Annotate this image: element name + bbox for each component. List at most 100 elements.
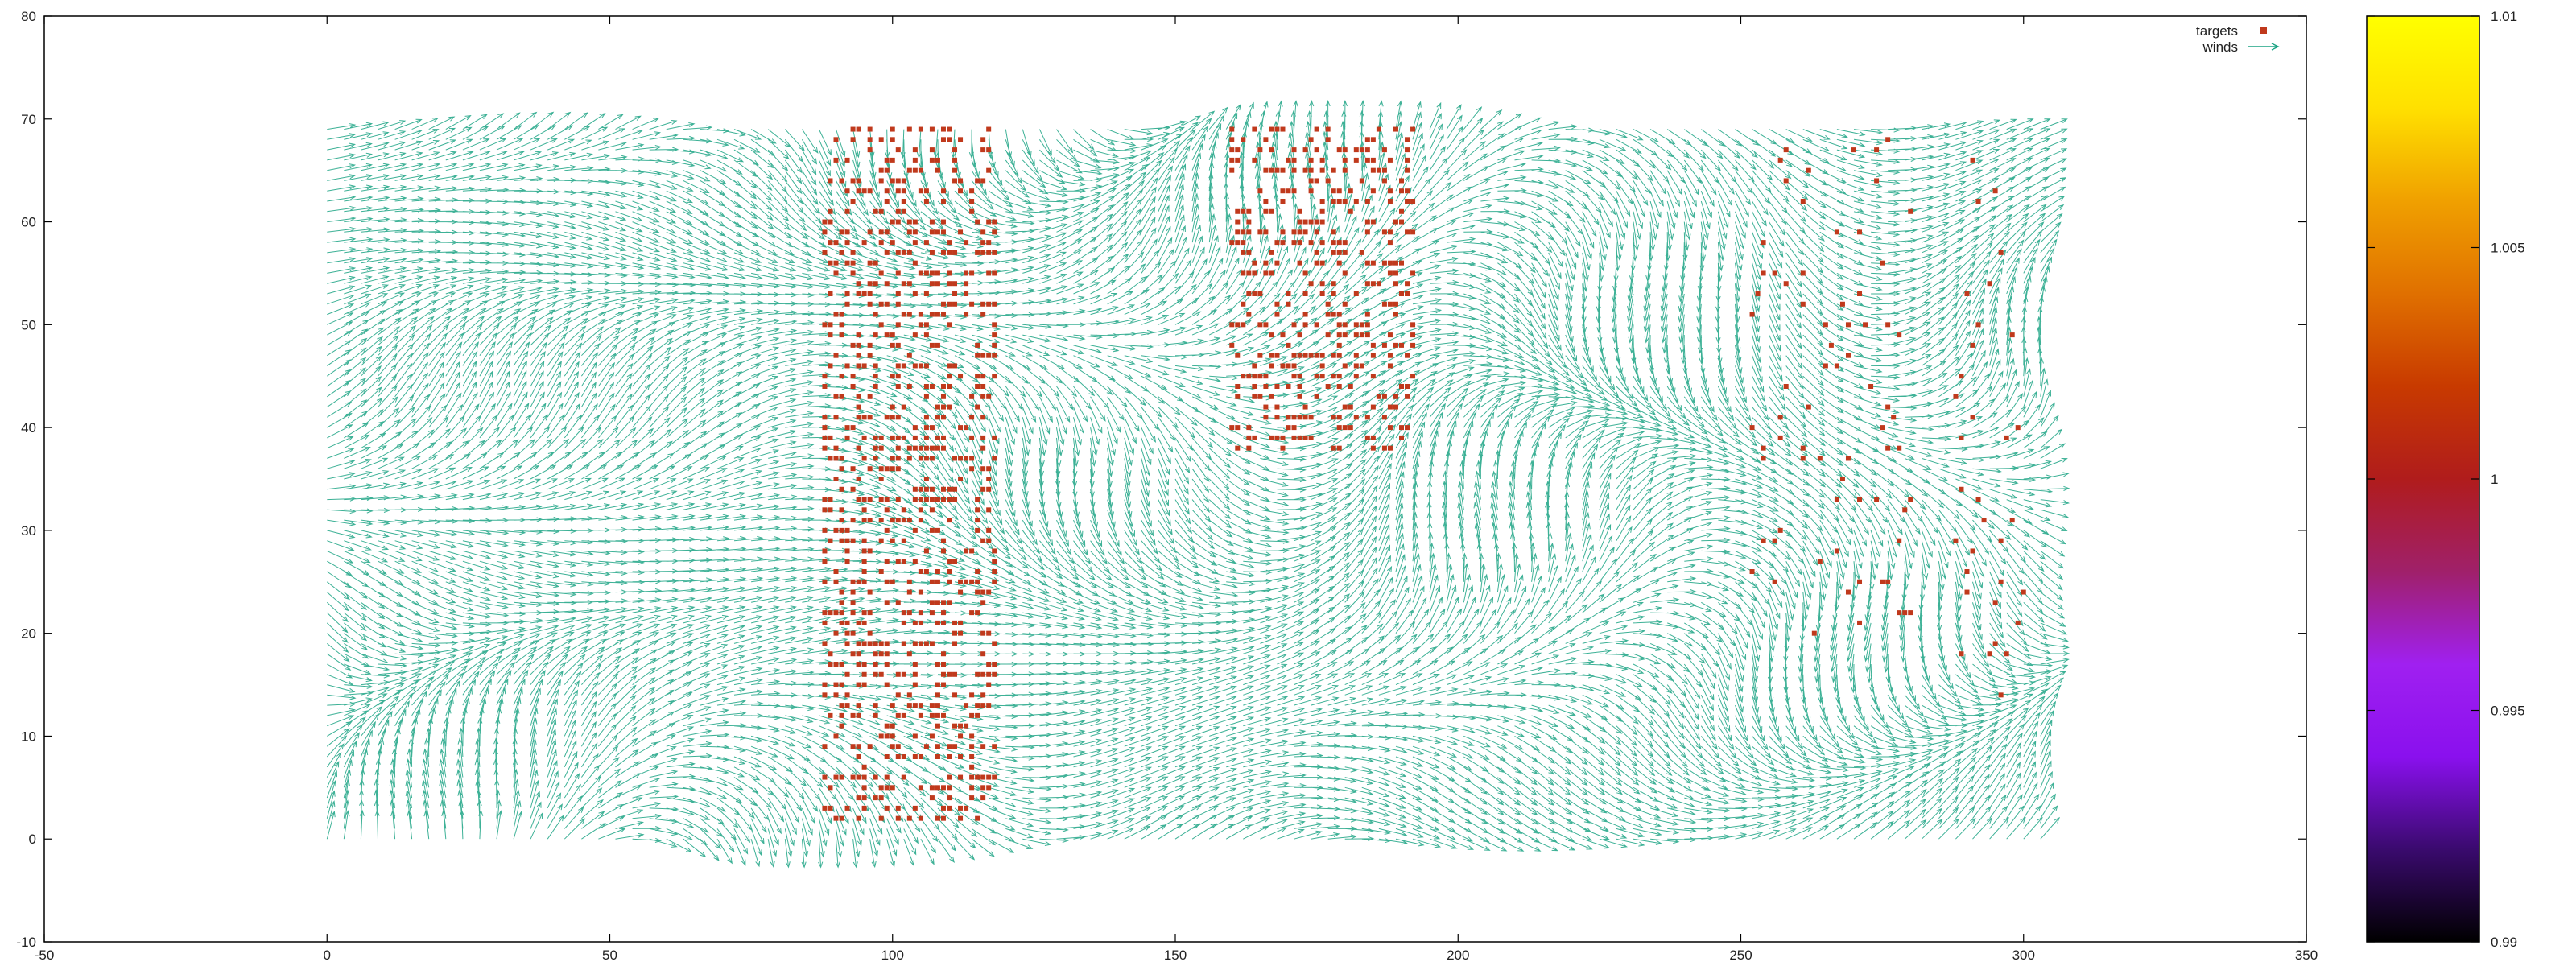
- target-point: [861, 291, 867, 296]
- target-point: [958, 589, 964, 595]
- target-point: [833, 579, 839, 584]
- target-point: [833, 137, 839, 142]
- axes: -50 0 50 100 150 200 250 300 350 -10 0 10 20 30 40 50 60…: [16, 9, 2318, 963]
- target-point: [947, 795, 952, 801]
- colorbar-gradient: [2366, 15, 2480, 943]
- target-point: [1302, 404, 1308, 410]
- target-point: [861, 497, 867, 502]
- wind-arrows: [326, 100, 2070, 869]
- target-point: [1336, 188, 1342, 194]
- target-point: [947, 805, 952, 811]
- target-point: [828, 219, 833, 225]
- target-point: [1975, 497, 1981, 502]
- target-point: [1280, 240, 1286, 246]
- target-point: [923, 445, 929, 451]
- target-point: [1755, 291, 1761, 296]
- target-point: [873, 774, 878, 780]
- target-point: [1342, 240, 1348, 246]
- target-point: [1229, 342, 1235, 348]
- target-point: [906, 353, 912, 358]
- target-point: [1405, 353, 1410, 358]
- target-point: [912, 527, 918, 533]
- target-point: [822, 805, 828, 811]
- target-point: [878, 301, 884, 307]
- target-point: [895, 342, 901, 348]
- target-point: [964, 291, 969, 296]
- target-point: [980, 147, 986, 153]
- target-point: [986, 507, 992, 513]
- target-point: [1405, 281, 1410, 287]
- target-point: [929, 147, 935, 153]
- target-point: [1291, 167, 1297, 173]
- target-point: [912, 260, 918, 266]
- target-point: [873, 703, 878, 708]
- target-point: [940, 229, 946, 235]
- target-point: [1342, 199, 1348, 204]
- target-point: [958, 723, 964, 729]
- target-point: [1274, 312, 1280, 317]
- target-point: [901, 774, 906, 780]
- target-point: [986, 394, 992, 399]
- target-point: [850, 651, 856, 657]
- target-point: [992, 229, 997, 235]
- target-point: [1269, 147, 1274, 153]
- target-point: [884, 641, 890, 646]
- x-tick-label: 150: [1164, 947, 1187, 963]
- target-point: [861, 610, 867, 616]
- target-point: [890, 332, 895, 338]
- target-point: [822, 250, 828, 255]
- target-point: [890, 374, 895, 379]
- target-point: [1393, 219, 1398, 225]
- target-point: [1286, 384, 1291, 389]
- target-point: [1410, 332, 1416, 338]
- target-point: [929, 610, 935, 616]
- target-point: [2004, 435, 2009, 440]
- target-point: [1353, 147, 1359, 153]
- target-point: [867, 147, 873, 153]
- target-point: [947, 774, 952, 780]
- target-point: [969, 301, 975, 307]
- target-point: [964, 240, 969, 246]
- target-point: [1286, 301, 1291, 307]
- target-point: [992, 559, 997, 564]
- target-point: [1800, 270, 1806, 276]
- target-point: [1336, 312, 1342, 317]
- target-point: [1252, 384, 1257, 389]
- target-point: [1235, 208, 1241, 214]
- target-point: [940, 394, 946, 399]
- target-point: [1987, 651, 1992, 657]
- target-point: [1992, 188, 1998, 194]
- target-point: [867, 415, 873, 420]
- target-point: [935, 662, 940, 667]
- target-point: [1241, 270, 1246, 276]
- target-point: [1410, 126, 1416, 132]
- target-point: [986, 240, 992, 246]
- target-point: [856, 332, 861, 338]
- target-point: [1308, 353, 1314, 358]
- target-point: [1885, 445, 1891, 451]
- target-point: [980, 415, 986, 420]
- colorbar-tick-label: 0.99: [2491, 935, 2517, 950]
- target-point: [1241, 208, 1246, 214]
- target-point: [878, 270, 884, 276]
- target-point: [901, 178, 906, 184]
- target-point: [1291, 322, 1297, 328]
- target-point: [912, 291, 918, 296]
- target-point: [1959, 374, 1964, 379]
- target-point: [975, 353, 980, 358]
- target-point: [906, 312, 912, 317]
- target-point: [1359, 147, 1364, 153]
- target-point: [947, 569, 952, 574]
- target-point: [906, 229, 912, 235]
- target-point: [890, 404, 895, 410]
- target-point: [1263, 384, 1269, 389]
- target-point: [1777, 527, 1783, 533]
- targets-cluster: [1229, 126, 1416, 451]
- target-point: [923, 435, 929, 440]
- target-point: [1405, 167, 1410, 173]
- target-point: [844, 671, 850, 677]
- target-point: [980, 178, 986, 184]
- target-point: [906, 815, 912, 821]
- target-point: [952, 671, 958, 677]
